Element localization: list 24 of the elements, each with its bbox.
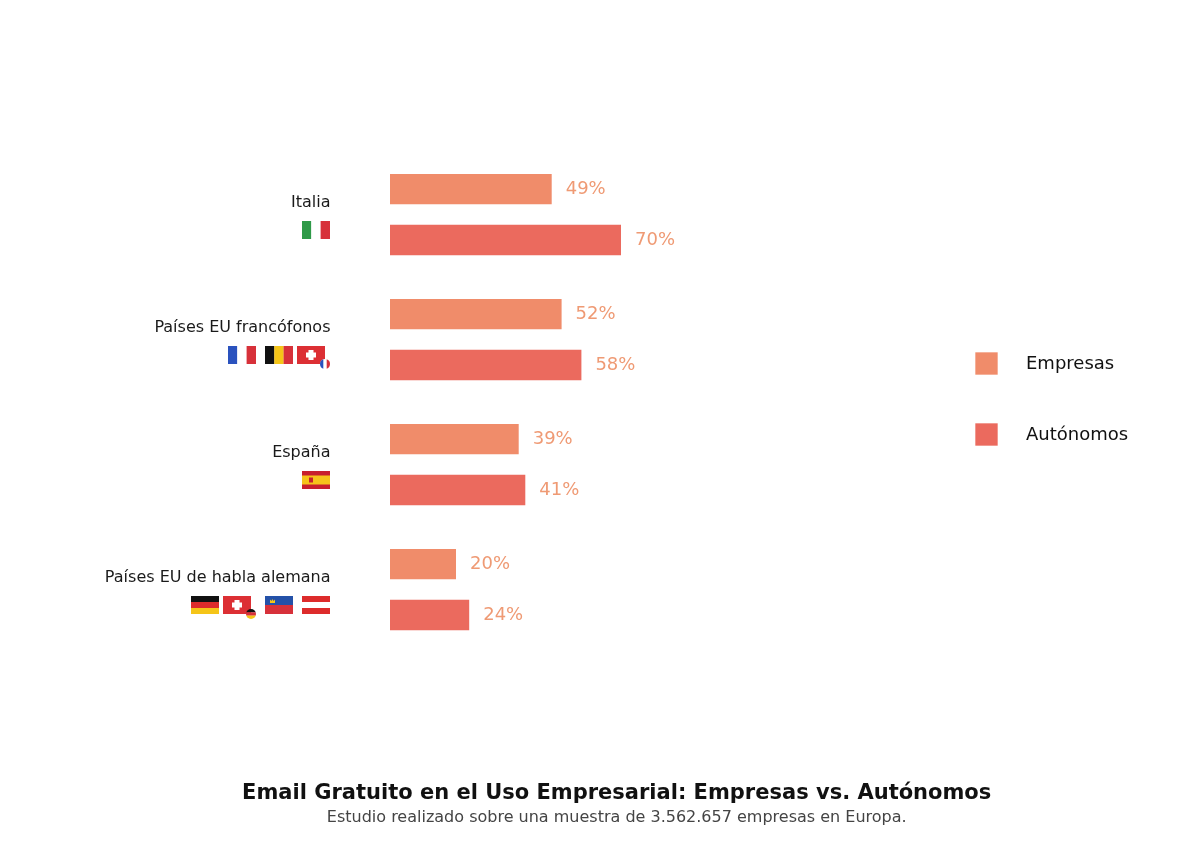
y-tick-label: España xyxy=(272,441,331,461)
bar xyxy=(390,224,621,256)
y-tick-label: Países EU de habla alemana xyxy=(104,566,331,586)
data-label: 39% xyxy=(532,427,573,449)
bar xyxy=(390,173,552,205)
data-label: 58% xyxy=(595,352,636,374)
bar xyxy=(390,349,582,381)
data-label: 70% xyxy=(635,227,676,249)
data-label: 41% xyxy=(539,477,580,499)
text: Estudio realizado sobre una muestra de 3.562.657 empresas en Europa. xyxy=(326,807,907,826)
bar xyxy=(390,599,470,631)
data-label: 52% xyxy=(575,302,616,324)
data-label: 20% xyxy=(470,552,511,574)
y-tick-label: Países EU francófonos xyxy=(154,316,331,336)
y-tick-label: Italia xyxy=(291,191,331,211)
text: Email Gratuito en el Uso Empresarial: Empresas vs. Autónomos xyxy=(242,780,992,804)
data-label: 49% xyxy=(565,177,606,199)
bar xyxy=(390,298,562,330)
bar xyxy=(390,548,456,580)
legend-label: Autónomos xyxy=(1026,422,1129,444)
legend-label: Empresas xyxy=(1026,351,1115,373)
data-label: 24% xyxy=(483,602,524,624)
bar xyxy=(390,423,519,455)
bar xyxy=(390,474,526,506)
